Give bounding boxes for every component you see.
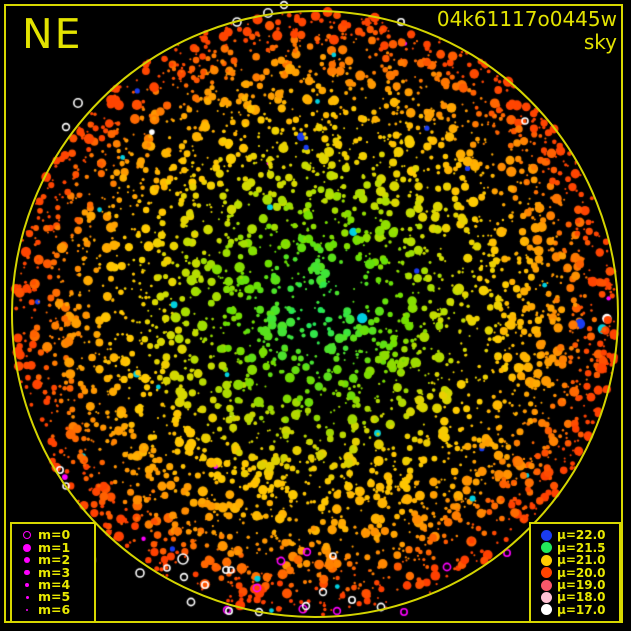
legend-swatch: [537, 591, 555, 603]
legend-swatch: [537, 604, 555, 616]
legend-row: m=6: [18, 601, 88, 617]
legend-swatch: [18, 569, 36, 576]
legend-row: μ=20.0: [537, 565, 613, 580]
image-id-block: 04k61117o0445w sky: [437, 8, 617, 54]
legend-swatch: [537, 567, 555, 579]
legend-label: m=6: [38, 601, 71, 617]
legend-row: μ=22.0: [537, 529, 613, 541]
legend-swatch: [537, 542, 555, 554]
magnitude-legend: m=0 m=1 m=2 m=3 m=4 m=5 m=6: [10, 522, 96, 623]
legend-row: m=0: [18, 529, 88, 541]
legend-swatch: [18, 556, 36, 564]
surface-brightness-legend: μ=22.0 μ=21.5 μ=21.0 μ=20.0 μ=19.0 μ=18.0 μ=17…: [529, 522, 621, 623]
legend-swatch: [18, 608, 36, 611]
legend-label: μ=21.5: [557, 540, 606, 555]
legend-label: m=1: [38, 539, 71, 555]
legend-row: m=5: [18, 591, 88, 603]
sky-horizon-circle: [11, 10, 619, 618]
legend-row: μ=17.0: [537, 604, 613, 616]
legend-label: μ=19.0: [557, 578, 606, 593]
legend-label: m=2: [38, 552, 71, 568]
legend-label: μ=18.0: [557, 590, 606, 605]
legend-row: μ=19.0: [537, 579, 613, 591]
legend-swatch: [537, 579, 555, 591]
legend-row: μ=21.5: [537, 542, 613, 554]
legend-label: μ=20.0: [557, 565, 606, 580]
data-type-text: sky: [583, 30, 617, 54]
image-id-text: 04k61117o0445w: [436, 7, 617, 31]
legend-swatch: [537, 554, 555, 566]
legend-label: μ=17.0: [557, 602, 606, 617]
legend-swatch: [18, 583, 36, 588]
legend-row: m=3: [18, 566, 88, 578]
legend-swatch: [18, 595, 36, 599]
legend-row: μ=18.0: [537, 591, 613, 603]
legend-label: m=0: [38, 527, 71, 543]
legend-swatch: [537, 529, 555, 541]
legend-label: m=4: [38, 577, 71, 593]
legend-label: μ=22.0: [557, 528, 606, 543]
legend-row: μ=21.0: [537, 554, 613, 566]
legend-swatch: [18, 543, 36, 552]
legend-row: m=2: [18, 552, 88, 568]
legend-row: m=1: [18, 539, 88, 555]
legend-label: m=3: [38, 564, 71, 580]
legend-swatch: [18, 531, 36, 540]
compass-direction-label: NE: [22, 10, 83, 58]
legend-row: m=4: [18, 577, 88, 593]
legend-label: μ=21.0: [557, 553, 606, 568]
legend-label: m=5: [38, 589, 71, 605]
